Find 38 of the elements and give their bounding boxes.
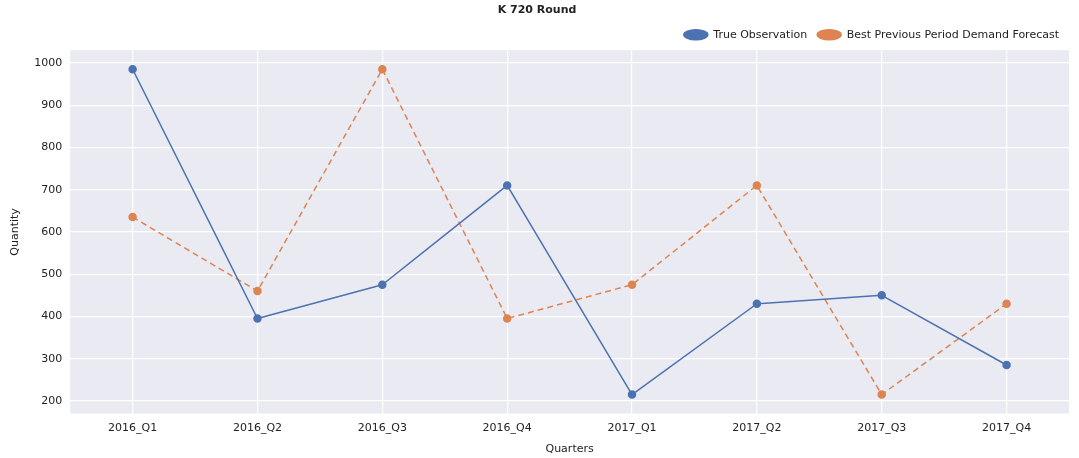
x-tick-label: 2016_Q2: [232, 421, 283, 435]
point: [378, 280, 387, 289]
y-tick-label: 700: [41, 182, 63, 196]
x-tick-label: 2016_Q1: [108, 421, 158, 435]
legend-label: Best Previous Period Demand Forecast: [846, 27, 1060, 41]
y-tick-label: 200: [41, 393, 63, 407]
point: [128, 64, 137, 74]
point: [378, 64, 387, 74]
point: [1002, 360, 1011, 370]
point: [253, 314, 262, 323]
point: [877, 390, 886, 399]
legend-label: True Observation: [712, 27, 808, 41]
y-tick-label: 900: [41, 97, 63, 111]
y-tick-label: 800: [41, 140, 63, 154]
y-tick-label: 500: [41, 267, 63, 281]
y-tick-label: 600: [41, 224, 63, 238]
x-tick-label: 2017_Q3: [857, 421, 907, 435]
x-axis-title: Quarters: [545, 442, 594, 456]
chart-title: K 720 Round: [497, 3, 577, 17]
point: [1002, 299, 1011, 308]
point: [627, 390, 637, 399]
y-tick-label: 400: [41, 309, 63, 323]
x-tick-label: 2017_Q2: [732, 421, 782, 435]
point: [253, 286, 262, 296]
x-tick-label: 2017_Q4: [982, 421, 1032, 435]
x-tick-label: 2017_Q1: [607, 421, 657, 435]
y-tick-label: 300: [41, 351, 63, 365]
y-axis-title: Quantity: [8, 207, 22, 256]
point: [502, 181, 512, 190]
point: [627, 280, 637, 289]
point: [877, 291, 886, 300]
y-tick-label: 1000: [34, 55, 63, 69]
point: [128, 212, 137, 222]
point: [502, 314, 512, 323]
point: [752, 299, 762, 308]
point: [752, 181, 762, 190]
x-tick-label: 2016_Q3: [357, 421, 407, 435]
x-tick-label: 2016_Q4: [482, 421, 532, 435]
